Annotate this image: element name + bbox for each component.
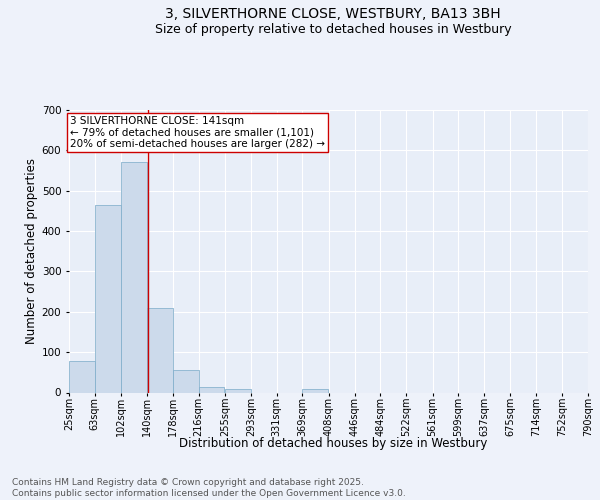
Text: Contains HM Land Registry data © Crown copyright and database right 2025.
Contai: Contains HM Land Registry data © Crown c… xyxy=(12,478,406,498)
Bar xyxy=(173,370,199,392)
Bar xyxy=(95,205,121,392)
Bar xyxy=(199,387,224,392)
Bar xyxy=(147,308,173,392)
Bar xyxy=(302,390,328,392)
Text: 3, SILVERTHORNE CLOSE, WESTBURY, BA13 3BH: 3, SILVERTHORNE CLOSE, WESTBURY, BA13 3B… xyxy=(165,8,501,22)
Text: 3 SILVERTHORNE CLOSE: 141sqm
← 79% of detached houses are smaller (1,101)
20% of: 3 SILVERTHORNE CLOSE: 141sqm ← 79% of de… xyxy=(70,116,325,150)
Bar xyxy=(121,162,147,392)
Bar xyxy=(69,361,95,392)
Bar xyxy=(225,390,251,392)
Text: Distribution of detached houses by size in Westbury: Distribution of detached houses by size … xyxy=(179,438,487,450)
Y-axis label: Number of detached properties: Number of detached properties xyxy=(25,158,38,344)
Text: Size of property relative to detached houses in Westbury: Size of property relative to detached ho… xyxy=(155,22,511,36)
